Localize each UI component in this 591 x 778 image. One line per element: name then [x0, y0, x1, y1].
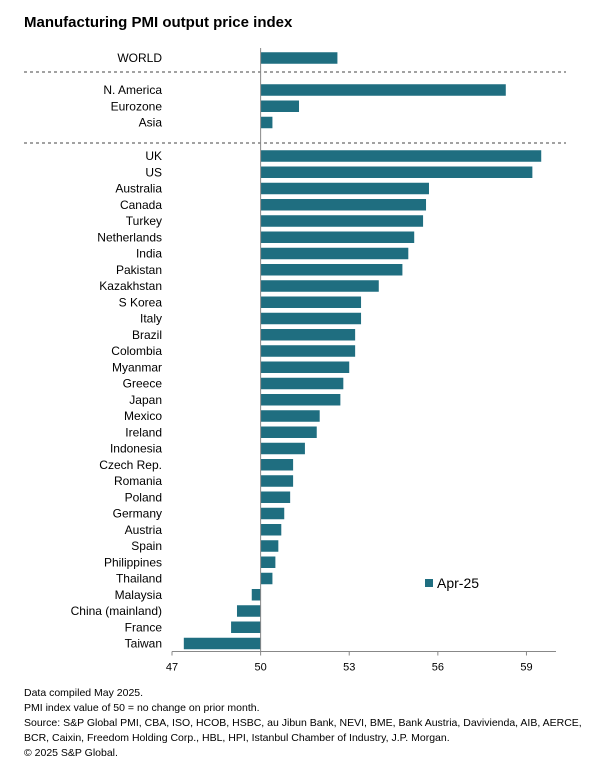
bar: [260, 475, 294, 487]
bar: [260, 442, 305, 455]
bar: [260, 459, 294, 471]
category-label: Canada: [120, 198, 162, 212]
bar: [260, 345, 356, 357]
category-label: Greece: [123, 377, 163, 391]
category-label: Ireland: [125, 425, 162, 439]
category-label: S Korea: [119, 295, 163, 309]
note-copyright: © 2025 S&P Global.: [24, 747, 118, 759]
bar: [260, 410, 320, 422]
category-label: Pakistan: [116, 263, 162, 277]
category-label: Mexico: [124, 409, 162, 423]
bar: [260, 426, 317, 438]
bar: [231, 621, 261, 633]
bar: [260, 540, 279, 552]
category-label: India: [136, 247, 162, 261]
category-label: Czech Rep.: [99, 458, 162, 472]
category-label: Asia: [139, 116, 163, 130]
bars: [183, 52, 542, 650]
category-label: Austria: [125, 523, 163, 537]
bar: [260, 264, 403, 276]
bar: [260, 199, 427, 211]
bar: [260, 394, 341, 406]
category-label: Romania: [114, 474, 162, 488]
bar: [260, 280, 379, 292]
category-label: Taiwan: [125, 637, 162, 651]
bar: [260, 556, 276, 568]
category-label: Indonesia: [110, 442, 162, 456]
x-tick-label: 47: [166, 662, 178, 674]
chart-title: Manufacturing PMI output price index: [24, 14, 293, 31]
category-label: UK: [145, 149, 162, 163]
category-label: Turkey: [126, 214, 162, 228]
category-label: Spain: [131, 539, 162, 553]
bar: [260, 507, 285, 520]
bar: [260, 329, 356, 341]
category-label: Kazakhstan: [99, 279, 162, 293]
x-tick-label: 50: [254, 662, 266, 674]
category-label: Malaysia: [115, 588, 163, 602]
legend: Apr-25: [425, 575, 479, 591]
x-tick-label: 59: [520, 662, 532, 674]
category-label: WORLD: [117, 51, 162, 65]
category-label: France: [125, 620, 163, 634]
bar: [251, 589, 261, 601]
bar: [260, 166, 533, 178]
x-axis: 47 50 53 56 59: [166, 48, 556, 674]
x-tick-label: 56: [432, 662, 444, 674]
bar: [260, 524, 282, 536]
category-label: Japan: [129, 393, 162, 407]
x-tick-label: 53: [343, 662, 355, 674]
bar: [260, 296, 362, 308]
bar: [260, 84, 506, 96]
category-label: Eurozone: [111, 99, 163, 113]
bar: [183, 637, 261, 650]
category-label: Poland: [125, 490, 162, 504]
bar: [260, 100, 300, 112]
legend-swatch: [425, 579, 433, 587]
category-label: US: [145, 165, 162, 179]
bar: [260, 572, 273, 585]
bar: [260, 150, 542, 162]
category-label: China (mainland): [71, 604, 162, 618]
bar: [260, 52, 338, 64]
category-labels: WORLD N. America Eurozone Asia UK US Australia…: [71, 51, 163, 651]
bar: [236, 605, 261, 617]
bar: [260, 182, 429, 195]
bar: [260, 491, 291, 503]
category-label: Germany: [113, 507, 162, 521]
category-label: Australia: [115, 182, 162, 196]
bar: [260, 247, 409, 260]
group-separators: [24, 71, 566, 144]
category-label: Philippines: [104, 555, 162, 569]
category-label: Colombia: [111, 344, 162, 358]
footnotes: Data compiled May 2025. PMI index value …: [24, 686, 584, 761]
category-label: Thailand: [116, 572, 162, 586]
bar: [260, 231, 415, 243]
category-label: Brazil: [132, 328, 162, 342]
note-pmi: PMI index value of 50 = no change on pri…: [24, 702, 260, 714]
legend-label: Apr-25: [437, 575, 479, 591]
category-label: N. America: [103, 83, 162, 97]
note-source: Source: S&P Global PMI, CBA, ISO, HCOB, …: [24, 717, 582, 744]
bar: [260, 361, 350, 373]
category-label: Italy: [140, 312, 162, 326]
bar: [260, 116, 273, 129]
bar: [260, 377, 344, 390]
bar-chart: WORLD N. America Eurozone Asia UK US Australia…: [24, 48, 566, 674]
note-compiled: Data compiled May 2025.: [24, 687, 144, 699]
category-label: Netherlands: [97, 230, 162, 244]
bar: [260, 312, 362, 325]
bar: [260, 215, 424, 227]
category-label: Myanmar: [112, 360, 162, 374]
